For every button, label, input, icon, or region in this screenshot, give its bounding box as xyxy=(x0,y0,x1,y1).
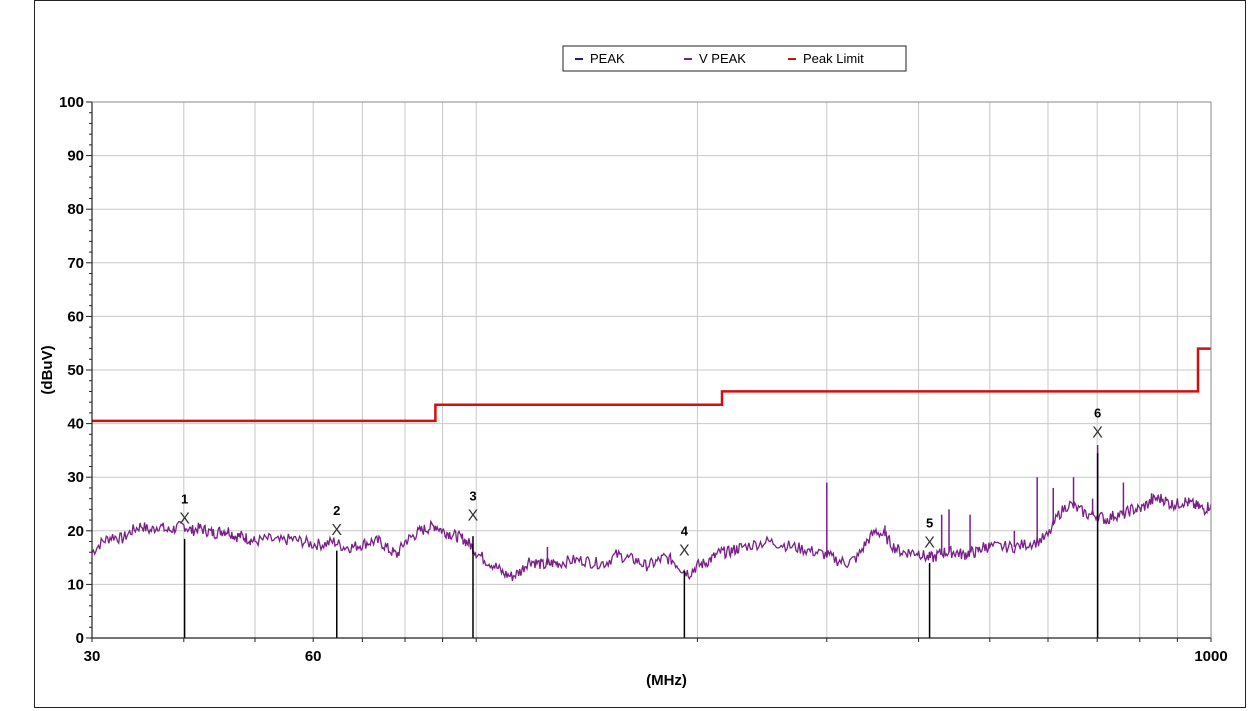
y-tick-label: 100 xyxy=(59,94,84,111)
marker-label: 3 xyxy=(469,489,476,504)
y-tick-label: 80 xyxy=(67,201,84,218)
y-tick-label: 90 xyxy=(67,148,84,165)
series-layer xyxy=(91,347,1212,582)
x-tick-label: 30 xyxy=(84,648,101,665)
legend-entry: PEAK xyxy=(590,51,625,66)
x-tick-label: 60 xyxy=(305,648,322,665)
y-tick-label: 0 xyxy=(76,630,84,647)
grid xyxy=(91,101,1212,639)
marker-label: 5 xyxy=(926,516,933,531)
legend: PEAK V PEAK Peak Limit xyxy=(562,45,907,72)
series-v-peak xyxy=(91,493,1212,582)
marker-x-symbol: X xyxy=(679,543,690,560)
axis-layer: 0 10 20 30 40 50 60 70 80 90 100 30 60 1000 (MHz) (dBuV… xyxy=(39,94,1228,689)
legend-entry: Peak Limit xyxy=(803,51,864,66)
y-tick-label: 10 xyxy=(67,576,84,593)
y-tick-label: 60 xyxy=(67,308,84,325)
y-axis-title: (dBuV) xyxy=(39,345,56,394)
marker-label: 2 xyxy=(333,503,340,518)
marker-label: 6 xyxy=(1094,406,1101,421)
marker-x-symbol: X xyxy=(331,522,342,539)
legend-box xyxy=(562,45,907,72)
y-tick-label: 30 xyxy=(67,469,84,486)
legend-entry: V PEAK xyxy=(699,51,746,66)
marker-layer: X 1 X 2 X 3 X 4 X 5 X 6 xyxy=(179,406,1103,638)
marker-label: 1 xyxy=(181,491,188,506)
marker-label: 4 xyxy=(681,524,689,539)
marker-x-symbol: X xyxy=(468,508,479,525)
y-tick-label: 70 xyxy=(67,255,84,272)
marker-x-symbol: X xyxy=(179,510,190,527)
marker-x-symbol: X xyxy=(924,535,935,552)
marker-x-symbol: X xyxy=(1092,425,1103,442)
series-peak-limit xyxy=(92,347,1211,423)
x-tick-label: 1000 xyxy=(1194,648,1227,665)
y-tick-label: 50 xyxy=(67,362,84,379)
y-tick-label: 40 xyxy=(67,416,84,433)
y-tick-label: 20 xyxy=(67,523,84,540)
x-axis-title: (MHz) xyxy=(646,672,687,689)
